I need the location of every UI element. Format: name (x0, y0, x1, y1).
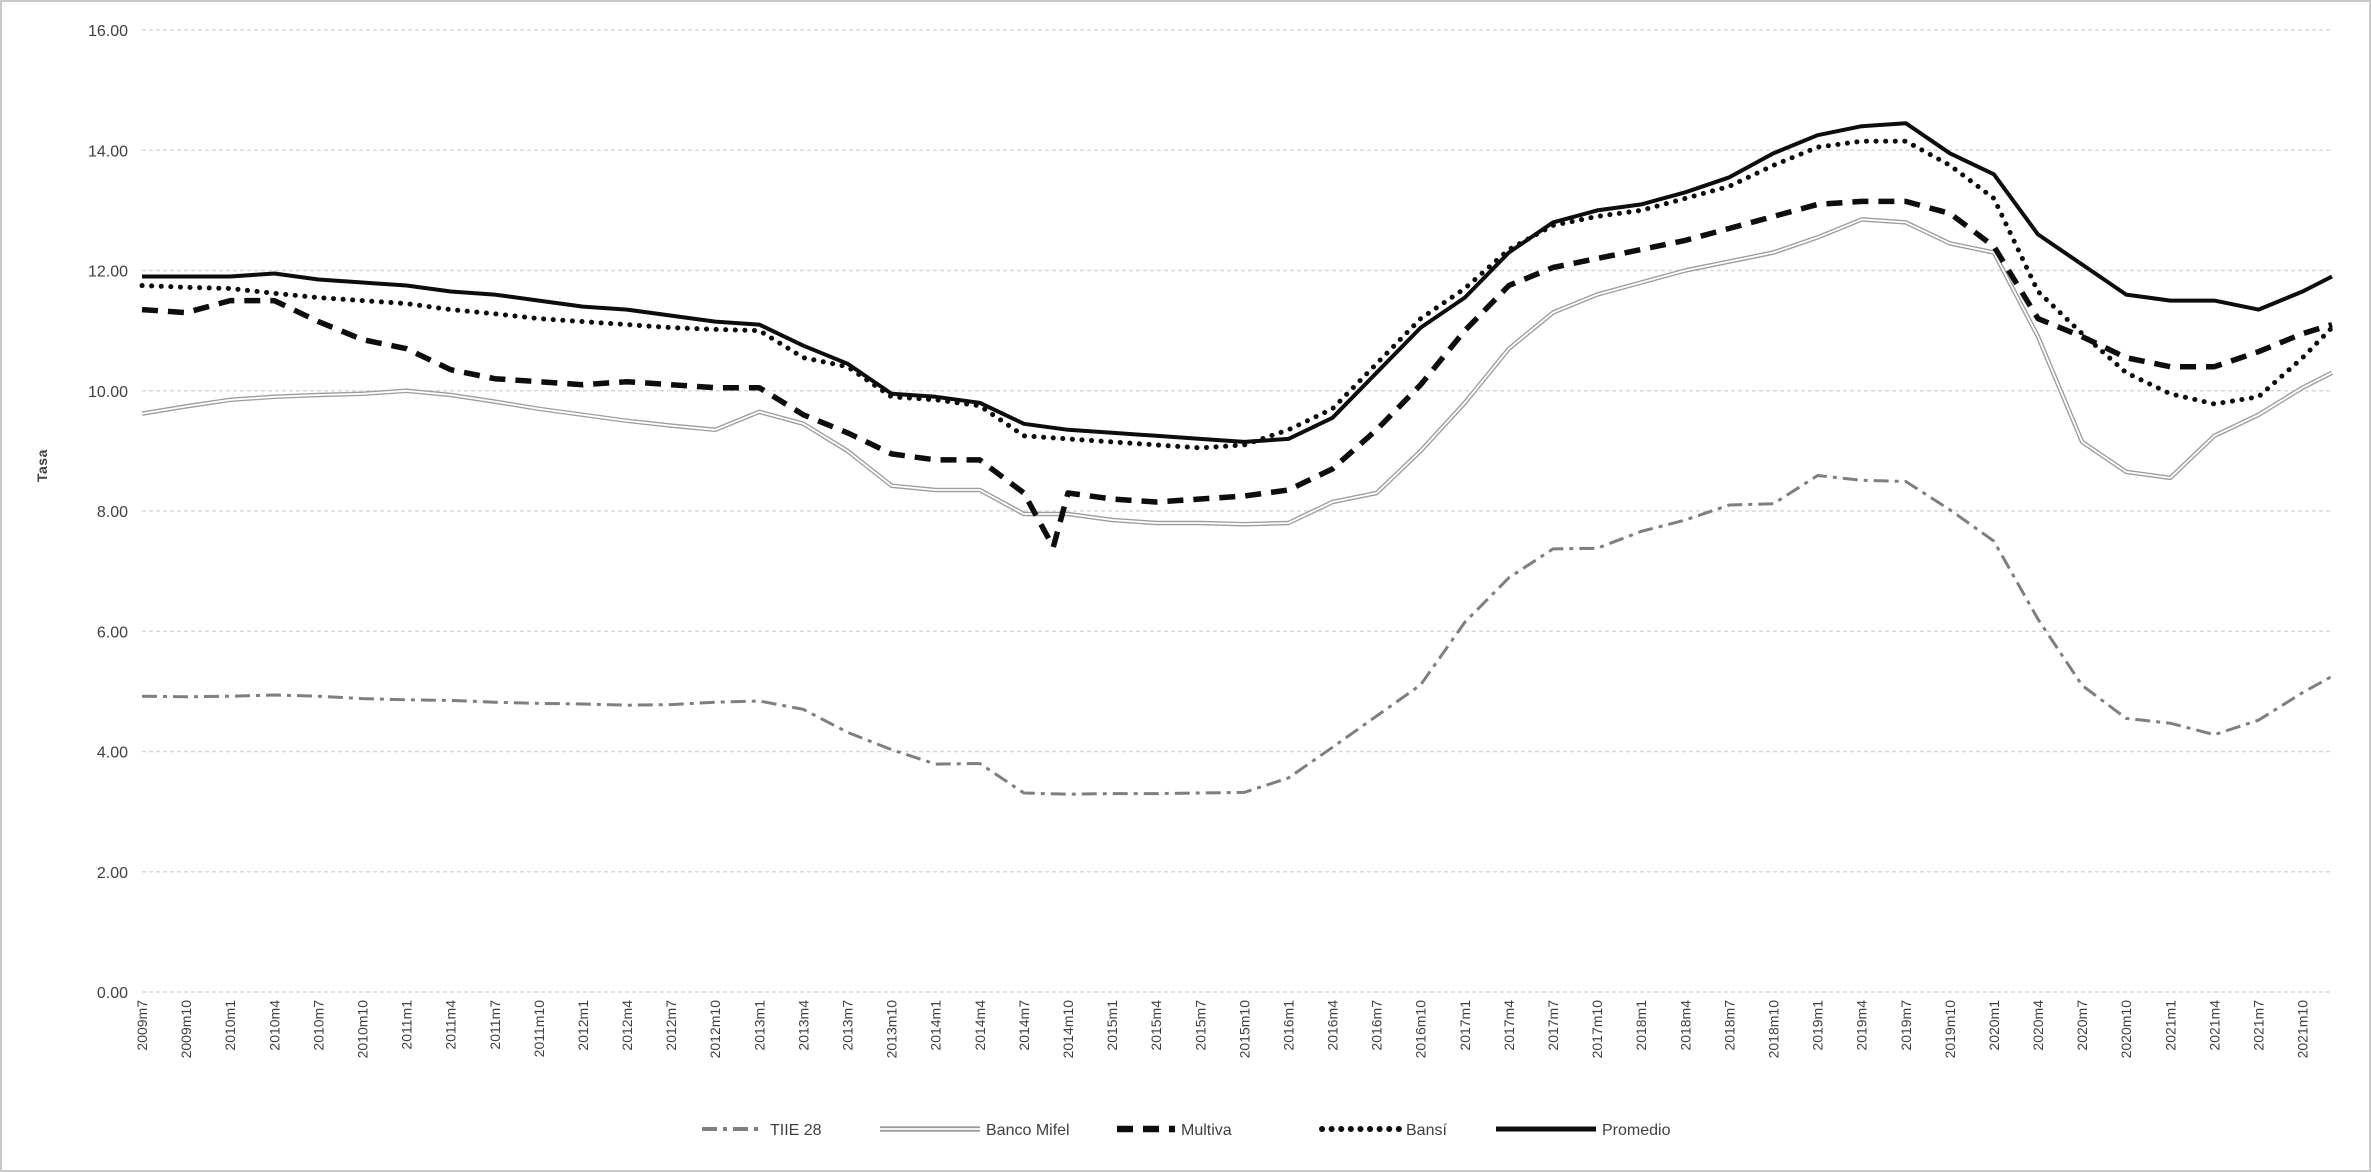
x-axis-tick-label: 2016m1 (1280, 1000, 1296, 1051)
y-axis-tick-label: 10.00 (88, 384, 128, 401)
x-axis-tick-label: 2020m10 (2118, 1000, 2134, 1059)
x-axis-tick-label: 2011m7 (487, 1000, 503, 1050)
x-axis-tick-label: 2019m4 (1854, 1000, 1870, 1051)
x-axis-tick-label: 2013m4 (795, 1000, 811, 1051)
legend-item-multiva: Multiva (1117, 1122, 1232, 1139)
legend-label: Banco Mifel (986, 1122, 1070, 1139)
x-axis-tick-label: 2017m4 (1501, 1000, 1517, 1051)
x-axis-tick-label: 2010m7 (310, 1000, 326, 1051)
legend-item-tiie-28: TIIE 28 (702, 1122, 822, 1139)
series-line-multiva (141, 198, 2333, 550)
x-axis-tick-label: 2011m10 (531, 1000, 547, 1058)
x-axis-tick-label: 2017m7 (1545, 1000, 1561, 1051)
x-axis-tick-label: 2014m7 (1016, 1000, 1032, 1051)
x-axis-tick-label: 2019m10 (1942, 1000, 1958, 1059)
x-axis-tick-label: 2009m10 (178, 1000, 194, 1059)
x-axis-tick-label: 2018m10 (1765, 1000, 1781, 1059)
x-axis-tick-label: 2021m4 (2206, 1000, 2222, 1051)
series-line-promedio (142, 121, 2333, 444)
x-axis-tick-label: 2016m4 (1325, 1000, 1341, 1051)
legend-item-bansí: Bansí (1319, 1122, 1447, 1139)
y-axis-tick-label: 6.00 (97, 624, 128, 641)
x-axis-tick-label: 2017m1 (1457, 1000, 1473, 1051)
x-axis-tick-label: 2010m4 (266, 1000, 282, 1051)
x-axis-tick-label: 2012m10 (707, 1000, 723, 1059)
x-axis-tick-label: 2010m10 (354, 1000, 370, 1059)
x-axis-tick-label: 2015m1 (1104, 1000, 1120, 1051)
x-axis-tick-label: 2016m10 (1413, 1000, 1429, 1059)
legend-label: TIIE 28 (770, 1122, 822, 1139)
x-axis-tick-label: 2019m1 (1810, 1000, 1826, 1051)
x-axis-tick-label: 2020m1 (1986, 1000, 2002, 1051)
y-axis-tick-label: 12.00 (88, 264, 128, 281)
x-axis-tick-label: 2018m1 (1633, 1000, 1649, 1051)
x-axis-tick-label: 2012m7 (663, 1000, 679, 1051)
y-axis-tick-label: 2.00 (97, 865, 128, 882)
x-axis-tick-label: 2013m10 (884, 1000, 900, 1059)
legend-label: Bansí (1406, 1122, 1447, 1139)
x-axis-tick-label: 2011m1 (399, 1000, 415, 1050)
y-axis-tick-label: 14.00 (88, 143, 128, 160)
legend-item-promedio: Promedio (1496, 1122, 1671, 1139)
legend-label: Multiva (1181, 1122, 1232, 1139)
x-axis-tick-label: 2010m1 (222, 1000, 238, 1051)
y-axis-tick-label: 4.00 (97, 745, 128, 762)
x-axis-tick-label: 2015m7 (1192, 1000, 1208, 1051)
series-line-bansí (139, 138, 2335, 451)
series-line-tiie-28 (141, 474, 2333, 796)
x-axis-tick-label: 2014m4 (972, 1000, 988, 1051)
x-axis-tick-label: 2009m7 (134, 1000, 150, 1051)
x-axis-tick-label: 2014m10 (1060, 1000, 1076, 1059)
x-axis-tick-label: 2020m7 (2074, 1000, 2090, 1051)
x-axis-tick-label: 2021m1 (2162, 1000, 2178, 1051)
x-axis-tick-label: 2016m7 (1369, 1000, 1385, 1051)
legend-item-banco-mifel: Banco Mifel (880, 1122, 1070, 1139)
x-axis-tick-label: 2013m1 (751, 1000, 767, 1051)
x-axis-tick-label: 2015m4 (1148, 1000, 1164, 1051)
y-axis-tick-label: 16.00 (88, 23, 128, 40)
x-axis-tick-label: 2012m1 (575, 1000, 591, 1051)
x-axis-tick-label: 2015m10 (1236, 1000, 1252, 1059)
x-axis-tick-label: 2021m7 (2251, 1000, 2267, 1051)
x-axis-tick-label: 2017m10 (1589, 1000, 1605, 1059)
series-line-inner-highlight (141, 218, 2333, 526)
x-axis-tick-label: 2014m1 (928, 1000, 944, 1051)
y-axis-tick-label: 8.00 (97, 504, 128, 521)
x-axis-tick-label: 2011m4 (443, 1000, 459, 1050)
x-axis-tick-label: 2018m7 (1721, 1000, 1737, 1051)
x-axis-tick-label: 2012m4 (619, 1000, 635, 1051)
x-axis-tick-label: 2020m4 (2030, 1000, 2046, 1051)
x-axis-tick-label: 2013m7 (840, 1000, 856, 1051)
x-axis-tick-label: 2018m4 (1677, 1000, 1693, 1051)
x-axis-tick-label: 2021m10 (2295, 1000, 2311, 1059)
x-axis-tick-label: 2019m7 (1898, 1000, 1914, 1051)
y-axis-tick-label: 0.00 (97, 985, 128, 1002)
legend-label: Promedio (1602, 1122, 1671, 1139)
